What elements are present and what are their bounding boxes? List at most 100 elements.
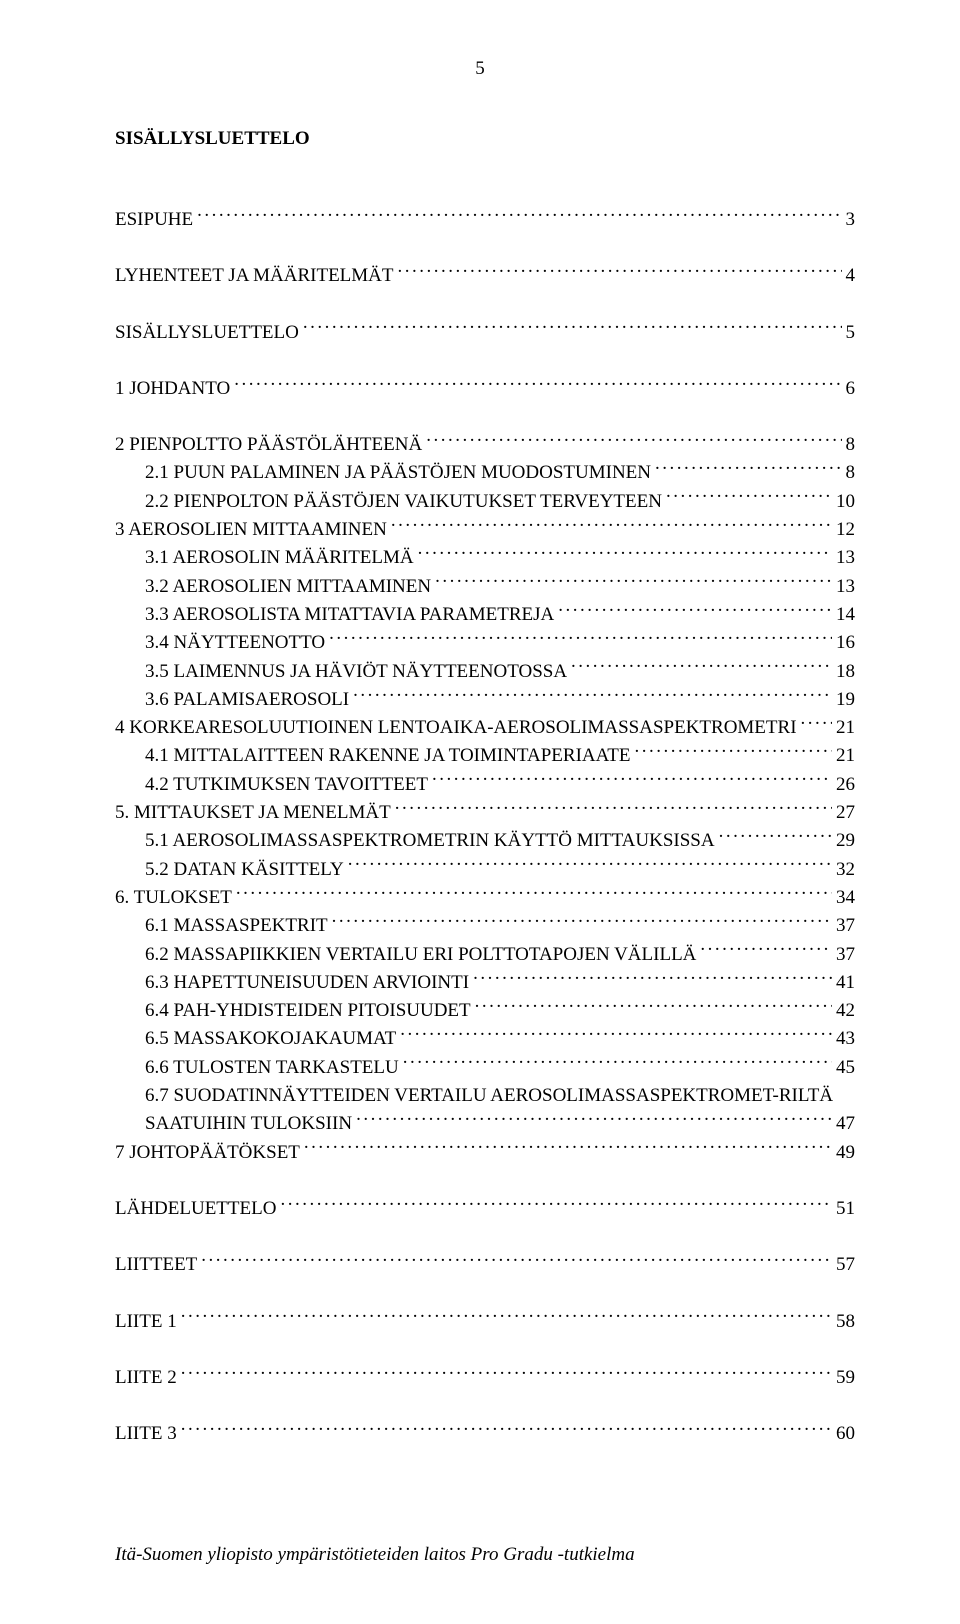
toc-leader <box>403 1054 832 1073</box>
toc-page: 5 <box>846 319 856 347</box>
toc-entry: LIITE 259 <box>115 1364 855 1392</box>
toc-entry: LIITE 3 60 <box>115 1420 855 1448</box>
toc-gap <box>115 291 855 319</box>
toc-label: 1 JOHDANTO <box>115 375 230 403</box>
toc-entry: 3.5 LAIMENNUS JA HÄVIÖT NÄYTTEENOTOSSA18 <box>115 658 855 686</box>
toc-entry: 2.2 PIENPOLTON PÄÄSTÖJEN VAIKUTUKSET TER… <box>115 488 855 516</box>
toc-entry: 4.1 MITTALAITTEEN RAKENNE JA TOIMINTAPER… <box>115 742 855 770</box>
toc-label: 6.3 HAPETTUNEISUUDEN ARVIOINTI <box>145 969 469 997</box>
toc-page: 60 <box>836 1420 855 1448</box>
toc-page: 4 <box>846 262 856 290</box>
toc-page: 16 <box>836 629 855 657</box>
toc-leader <box>201 1251 832 1270</box>
toc-label: 5.1 AEROSOLIMASSASPEKTROMETRIN KÄYTTÖ MI… <box>145 827 715 855</box>
toc-page: 32 <box>836 856 855 884</box>
toc-gap <box>115 1167 855 1195</box>
toc-label: LÄHDELUETTELO <box>115 1195 276 1223</box>
toc-page: 27 <box>836 799 855 827</box>
toc-page: 13 <box>836 573 855 601</box>
toc-label: 3.4 NÄYTTEENOTTO <box>145 629 325 657</box>
toc-entry: SISÄLLYSLUETTELO5 <box>115 319 855 347</box>
toc-entry: 6. TULOKSET34 <box>115 884 855 912</box>
toc-leader <box>303 319 842 338</box>
toc-label: LIITTEET <box>115 1251 197 1279</box>
doc-title: SISÄLLYSLUETTELO <box>115 128 855 150</box>
toc-page: 29 <box>836 827 855 855</box>
toc-gap <box>115 1392 855 1420</box>
toc-label: LYHENTEET JA MÄÄRITELMÄT <box>115 262 394 290</box>
toc-entry: 3.2 AEROSOLIEN MITTAAMINEN 13 <box>115 573 855 601</box>
toc-page: 21 <box>836 714 855 742</box>
toc-leader <box>571 658 832 677</box>
toc-label: 6.2 MASSAPIIKKIEN VERTAILU ERI POLTTOTAP… <box>145 941 696 969</box>
toc-label: 3 AEROSOLIEN MITTAAMINEN <box>115 516 387 544</box>
toc-entry: 6.2 MASSAPIIKKIEN VERTAILU ERI POLTTOTAP… <box>115 941 855 969</box>
toc-page: 26 <box>836 771 855 799</box>
toc-entry: 6.4 PAH-YHDISTEIDEN PITOISUUDET 42 <box>115 997 855 1025</box>
toc-page: 18 <box>836 658 855 686</box>
toc-entry: 3.4 NÄYTTEENOTTO 16 <box>115 629 855 657</box>
toc-entry: 6.5 MASSAKOKOJAKAUMAT43 <box>115 1025 855 1053</box>
toc-entry: LIITTEET57 <box>115 1251 855 1279</box>
toc-leader <box>432 771 832 790</box>
toc-gap <box>115 234 855 262</box>
toc-entry: 2 PIENPOLTTO PÄÄSTÖLÄHTEENÄ8 <box>115 431 855 459</box>
toc-entry: 5. MITTAUKSET JA MENELMÄT27 <box>115 799 855 827</box>
toc-entry: 7 JOHTOPÄÄTÖKSET49 <box>115 1139 855 1167</box>
toc-label: 3.3 AEROSOLISTA MITATTAVIA PARAMETREJA <box>145 601 554 629</box>
toc-leader <box>473 969 832 988</box>
toc-page: 42 <box>836 997 855 1025</box>
toc-leader <box>234 375 841 394</box>
toc-gap <box>115 347 855 375</box>
toc-entry: 2.1 PUUN PALAMINEN JA PÄÄSTÖJEN MUODOSTU… <box>115 459 855 487</box>
toc-leader <box>329 629 832 648</box>
toc-leader <box>558 601 832 620</box>
toc-leader <box>418 544 832 563</box>
toc-page: 19 <box>836 686 855 714</box>
toc-page: 37 <box>836 941 855 969</box>
toc-label: SAATUIHIN TULOKSIIN <box>145 1110 352 1138</box>
toc-label: 4 KORKEARESOLUUTIOINEN LENTOAIKA-AEROSOL… <box>115 714 797 742</box>
toc-label: 6.4 PAH-YHDISTEIDEN PITOISUUDET <box>145 997 471 1025</box>
toc-label: 2.2 PIENPOLTON PÄÄSTÖJEN VAIKUTUKSET TER… <box>145 488 662 516</box>
toc-gap <box>115 1336 855 1364</box>
toc-entry: 1 JOHDANTO6 <box>115 375 855 403</box>
toc-label: 4.1 MITTALAITTEEN RAKENNE JA TOIMINTAPER… <box>145 742 630 770</box>
toc-gap <box>115 1223 855 1251</box>
toc-page: 21 <box>836 742 855 770</box>
toc-leader <box>634 742 832 761</box>
toc-entry: SAATUIHIN TULOKSIIN47 <box>115 1110 855 1138</box>
toc-leader <box>181 1308 832 1327</box>
toc-entry: 5.1 AEROSOLIMASSASPEKTROMETRIN KÄYTTÖ MI… <box>115 827 855 855</box>
toc-page: 51 <box>836 1195 855 1223</box>
toc-page: 41 <box>836 969 855 997</box>
toc-leader <box>395 799 832 818</box>
toc-label: LIITE 1 <box>115 1308 177 1336</box>
toc-label: 6. TULOKSET <box>115 884 232 912</box>
toc-leader <box>236 884 832 903</box>
toc-leader <box>400 1025 832 1044</box>
toc-entry: 6.1 MASSASPEKTRIT37 <box>115 912 855 940</box>
toc-label: LIITE 3 <box>115 1420 177 1448</box>
toc-label: ESIPUHE <box>115 206 193 234</box>
toc-leader <box>348 856 832 875</box>
toc-leader <box>332 912 832 931</box>
toc-entry: 3 AEROSOLIEN MITTAAMINEN12 <box>115 516 855 544</box>
toc-page: 58 <box>836 1308 855 1336</box>
toc-page: 49 <box>836 1139 855 1167</box>
toc-entry: 6.3 HAPETTUNEISUUDEN ARVIOINTI 41 <box>115 969 855 997</box>
toc-gap <box>115 403 855 431</box>
toc-page: 8 <box>846 459 856 487</box>
toc-leader <box>304 1139 832 1158</box>
toc-label: 3.2 AEROSOLIEN MITTAAMINEN <box>145 573 431 601</box>
toc-page: 37 <box>836 912 855 940</box>
toc-entry: LYHENTEET JA MÄÄRITELMÄT 4 <box>115 262 855 290</box>
toc-page: 45 <box>836 1054 855 1082</box>
toc-page: 8 <box>846 431 856 459</box>
toc-leader <box>181 1364 832 1383</box>
toc-entry: ESIPUHE3 <box>115 206 855 234</box>
toc-leader <box>435 573 832 592</box>
toc-page: 43 <box>836 1025 855 1053</box>
toc-leader <box>719 827 832 846</box>
toc-label: 6.7 SUODATINNÄYTTEIDEN VERTAILU AEROSOLI… <box>145 1082 833 1110</box>
